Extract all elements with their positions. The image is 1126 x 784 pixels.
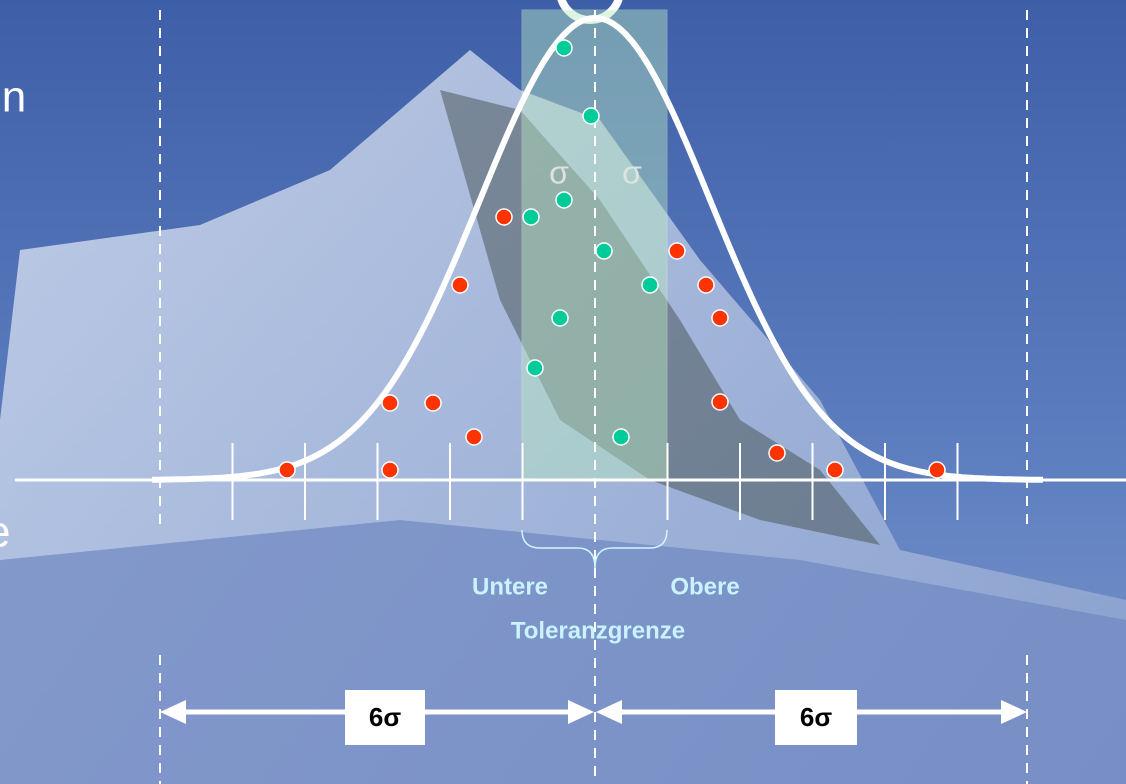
point — [556, 40, 572, 56]
tolerance-label: Obere — [670, 573, 739, 600]
point — [556, 192, 572, 208]
sigma-label: σ — [622, 154, 642, 190]
point — [669, 243, 685, 259]
point — [452, 277, 468, 293]
page: in e σ σ — [0, 0, 1126, 784]
point — [929, 462, 945, 478]
point — [523, 209, 539, 225]
point — [698, 277, 714, 293]
point — [527, 360, 543, 376]
span-label: 6σ — [369, 702, 401, 732]
span-label: 6σ — [800, 702, 832, 732]
slide: in e σ σ — [0, 0, 1126, 784]
point — [496, 209, 512, 225]
point — [712, 394, 728, 410]
point — [382, 462, 398, 478]
tolerance-label: Toleranzgrenze — [511, 617, 685, 644]
point — [425, 395, 441, 411]
point — [552, 310, 568, 326]
cropped-text: e — [0, 508, 10, 557]
point — [769, 445, 785, 461]
point — [583, 108, 599, 124]
point — [613, 429, 629, 445]
point — [712, 310, 728, 326]
point — [827, 462, 843, 478]
cropped-text: in — [0, 73, 26, 122]
point — [382, 395, 398, 411]
sigma-label: σ — [549, 154, 569, 190]
point — [596, 243, 612, 259]
point — [279, 462, 295, 478]
point — [466, 429, 482, 445]
tolerance-label: Untere — [472, 573, 548, 600]
point — [642, 277, 658, 293]
